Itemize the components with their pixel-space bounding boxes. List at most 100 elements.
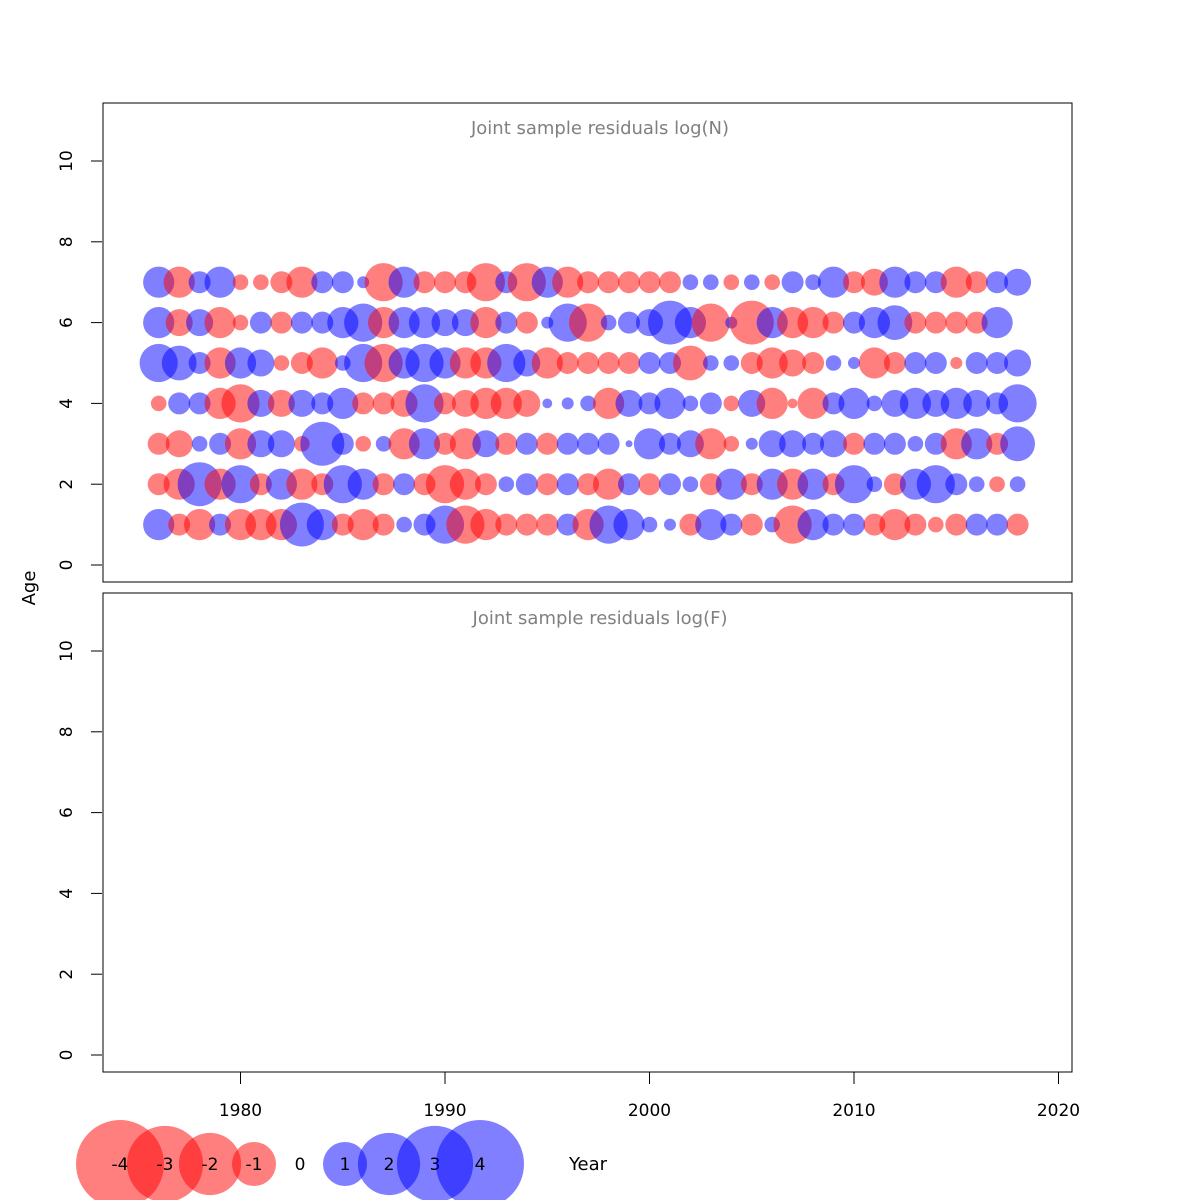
log-n-bubble-age6-y1998	[600, 314, 617, 331]
log-n-bubble-age3-y2011	[863, 432, 886, 455]
log-f-y-tick-label-2: 2	[57, 969, 77, 980]
log-n-bubble-age2-y2005	[740, 473, 763, 496]
log-n-bubble-age1-y2012	[879, 508, 911, 541]
log-n-bubble-age2-y1998	[593, 468, 625, 500]
log-n-bubble-age3-y1987	[375, 436, 392, 452]
log-f-y-tick-label-0: 0	[57, 1050, 77, 1061]
log-n-bubble-age6-y1977	[165, 309, 193, 337]
log-n-bubble-age1-y1995	[536, 513, 559, 536]
log-n-bubble-age5-y2012	[883, 352, 906, 374]
log-n-bubble-age7-y1996	[552, 266, 584, 298]
log-n-bubble-age6-y1984	[311, 311, 334, 334]
log-n-bubble-age7-y2007	[781, 271, 804, 294]
log-n-bubble-age4-y2016	[963, 389, 991, 417]
log-n-bubble-age7-y1977	[163, 266, 195, 298]
log-n-bubble-age3-y1985	[331, 432, 354, 455]
legend-label-5: 1	[340, 1155, 351, 1175]
log-n-bubble-age5-y1996	[556, 352, 579, 374]
log-n-bubble-age2-y1997	[577, 473, 600, 496]
log-n-bubble-age5-y2004	[723, 355, 740, 371]
log-n-bubble-age7-y1978	[188, 271, 211, 294]
log-n-bubble-age6-y2013	[904, 311, 927, 334]
log-n-bubble-age3-y1977	[165, 430, 193, 458]
log-n-bubble-age7-y1980	[232, 274, 249, 291]
log-n-bubble-age4-y2010	[838, 387, 870, 419]
legend-label-0: -4	[112, 1155, 129, 1175]
log-n-bubble-age3-y1996	[556, 432, 579, 455]
log-n-bubble-age3-y1990	[434, 432, 456, 455]
log-n-bubble-age6-y2012	[877, 305, 913, 340]
log-f-y-tick-label-6: 6	[57, 807, 77, 818]
log-n-bubble-age6-y1979	[204, 307, 236, 339]
log-n-bubble-age6-y2003	[691, 303, 730, 342]
log-n-bubble-age7-y1981	[253, 274, 269, 291]
legend-bubble-1	[323, 1142, 367, 1186]
log-n-bubble-age5-y1977	[161, 345, 197, 381]
log-n-bubble-age6-y2015	[945, 311, 968, 334]
log-n-bubble-age2-y1981	[249, 473, 272, 496]
log-n-bubble-age7-y1979	[204, 266, 236, 298]
log-n-bubble-age5-y2011	[858, 347, 891, 379]
log-n-bubble-age3-y1982	[267, 430, 295, 458]
log-n-bubble-age5-y1999	[618, 352, 640, 374]
log-n-bubble-age3-y1980	[224, 428, 257, 460]
log-n-bubble-age6-y1980	[232, 314, 249, 331]
log-n-bubble-age5-y2008	[802, 352, 825, 374]
log-n-bubble-age4-y2002	[682, 395, 699, 412]
log-n-bubble-age6-y1994	[515, 311, 538, 334]
log-n-bubble-age3-y1997	[577, 432, 600, 455]
log-n-bubble-age3-y1981	[247, 430, 275, 458]
x-tick-label-1980: 1980	[219, 1101, 262, 1121]
log-n-bubble-age5-y1984	[306, 347, 338, 379]
log-n-bubble-age2-y1992	[474, 473, 497, 496]
log-n-bubble-age4-y2013	[899, 387, 932, 419]
log-n-bubble-age1-y2018	[1006, 513, 1029, 536]
log-n-bubble-age7-y1998	[597, 271, 620, 294]
log-n-bubble-age3-y2008	[802, 432, 825, 455]
log-n-bubble-age3-y1998	[597, 432, 620, 455]
log-n-bubble-age5-y2000	[638, 352, 661, 374]
log-n-bubble-age5-y1982	[273, 355, 290, 371]
log-n-bubble-age3-y1999	[625, 440, 633, 448]
log-n-bubble-age1-y2011	[863, 513, 886, 536]
log-n-bubble-age2-y2017	[989, 476, 1005, 493]
log-n-bubble-age7-y2017	[986, 271, 1009, 294]
log-n-bubble-age2-y2000	[638, 473, 661, 496]
log-n-bubble-age4-y1997	[580, 395, 596, 412]
log-n-bubble-age1-y2013	[904, 513, 927, 536]
log-n-y-tick-label-8: 8	[57, 236, 77, 247]
legend-bubble--3	[126, 1125, 204, 1203]
log-n-bubble-age7-y1992	[466, 263, 505, 302]
log-n-bubble-age6-y2009	[822, 311, 845, 334]
log-n-bubble-age5-y2018	[1004, 349, 1032, 377]
log-n-bubble-age7-y2016	[965, 271, 988, 294]
log-n-bubble-age2-y2001	[659, 473, 681, 496]
log-n-bubble-age7-y2003	[703, 274, 719, 291]
log-n-bubble-age4-y2009	[822, 392, 845, 415]
log-n-bubble-age3-y1994	[515, 432, 538, 455]
log-n-bubble-age4-y1998	[593, 387, 625, 419]
log-n-bubble-age3-y1984	[300, 421, 345, 466]
log-n-bubble-age6-y1993	[495, 311, 518, 334]
y-axis-label: Age	[19, 571, 40, 606]
log-n-bubble-age3-y1993	[495, 432, 518, 455]
log-n-bubble-age4-y1996	[561, 397, 574, 410]
log-n-bubble-age3-y2005	[745, 437, 758, 450]
log-n-bubble-age2-y1986	[347, 468, 379, 500]
log-n-bubble-age1-y2008	[797, 508, 829, 541]
log-n-bubble-age2-y2008	[797, 468, 829, 500]
log-n-bubble-age2-y1976	[147, 473, 170, 496]
log-n-bubble-age5-y2016	[965, 352, 988, 374]
legend-bubble--2	[178, 1132, 242, 1196]
log-n-bubble-age5-y1997	[577, 352, 600, 374]
log-n-bubble-age3-y1992	[472, 430, 500, 458]
log-n-bubble-age5-y2014	[924, 352, 947, 374]
log-n-bubble-age1-y1999	[613, 508, 645, 541]
panel-log-n-bubbles	[139, 263, 1037, 547]
log-n-bubble-age6-y1992	[470, 307, 502, 339]
log-n-bubble-age5-y1993	[487, 343, 526, 383]
log-n-bubble-age1-y1978	[184, 508, 216, 541]
panel-log-f-y-axis: 0 2 4 6 8 10	[57, 640, 102, 1060]
log-n-bubble-age4-y1999	[615, 389, 643, 417]
